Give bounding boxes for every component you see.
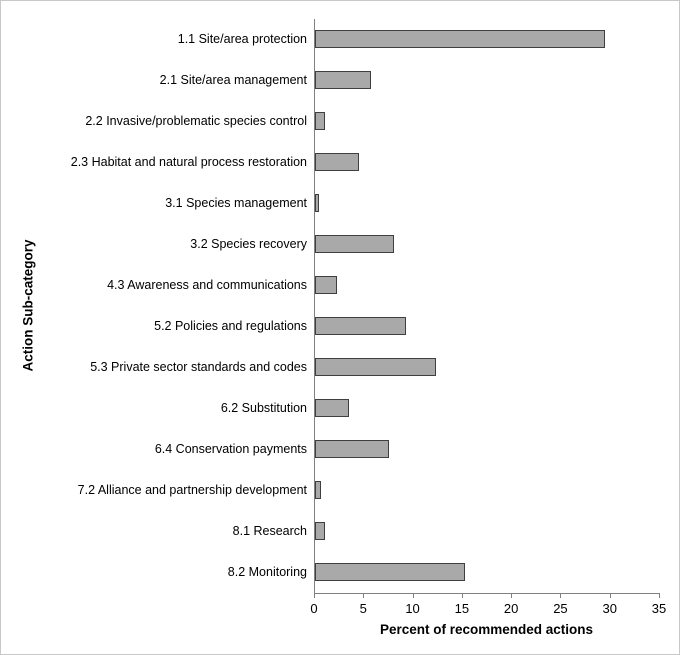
bar-row: 8.2 Monitoring — [1, 552, 679, 593]
bar — [315, 153, 360, 171]
bar-row: 2.1 Site/area management — [1, 60, 679, 101]
bar-row: 1.1 Site/area protection — [1, 19, 679, 60]
bar-row: 4.3 Awareness and communications — [1, 265, 679, 306]
category-label: 6.4 Conservation payments — [154, 441, 307, 456]
x-tick-mark — [560, 594, 562, 598]
bar-row: 5.3 Private sector standards and codes — [1, 347, 679, 388]
x-tick-mark — [314, 594, 315, 598]
x-tick-label: 10 — [405, 601, 420, 616]
bar — [315, 71, 372, 89]
bar-row: 6.4 Conservation payments — [1, 429, 679, 470]
bar-row: 3.2 Species recovery — [1, 224, 679, 265]
category-label: 8.2 Monitoring — [227, 564, 307, 579]
bar — [315, 235, 394, 253]
bar-row: 8.1 Research — [1, 511, 679, 552]
bar-rows-container: 1.1 Site/area protection 2.1 Site/area ma… — [1, 19, 679, 593]
category-label: 1.1 Site/area protection — [177, 31, 307, 46]
bar-row: 5.2 Policies and regulations — [1, 306, 679, 347]
x-tick-label: 35 — [651, 601, 667, 616]
x-tick-mark — [412, 594, 414, 598]
plot-area — [314, 19, 660, 594]
x-tick-label: 25 — [553, 601, 568, 616]
x-tick-mark — [511, 594, 513, 598]
bar — [315, 276, 337, 294]
bar-row: 2.2 Invasive/problematic species control — [1, 101, 679, 142]
category-label: 2.1 Site/area management — [159, 72, 307, 87]
bar — [315, 563, 465, 581]
bar — [315, 522, 325, 540]
bar — [315, 112, 325, 130]
category-label: 2.2 Invasive/problematic species control — [85, 113, 307, 128]
category-label: 3.2 Species recovery — [190, 236, 307, 251]
x-axis-title: Percent of recommended actions — [379, 622, 594, 637]
x-tick-label: 30 — [602, 601, 617, 616]
bar — [315, 30, 605, 48]
category-label: 2.3 Habitat and natural process restorat… — [70, 154, 307, 169]
category-label: 3.1 Species management — [165, 195, 307, 210]
category-label: 7.2 Alliance and partnership development — [77, 482, 307, 497]
category-label: 6.2 Substitution — [220, 400, 307, 415]
category-label: 8.1 Research — [232, 523, 307, 538]
x-tick-label: 0 — [310, 601, 318, 616]
category-label: 4.3 Awareness and communications — [107, 277, 307, 292]
bar — [315, 194, 319, 212]
x-tick-mark — [659, 594, 660, 598]
x-tick-label: 5 — [359, 601, 367, 616]
x-tick-mark — [609, 594, 611, 598]
bar-row: 6.2 Substitution — [1, 388, 679, 429]
bar-row: 3.1 Species management — [1, 183, 679, 224]
bar — [315, 399, 349, 417]
x-tick-mark — [461, 594, 463, 598]
bar — [315, 481, 321, 499]
bar-row: 2.3 Habitat and natural process restorat… — [1, 142, 679, 183]
category-label: 5.3 Private sector standards and codes — [90, 359, 307, 374]
x-tick-mark — [363, 594, 365, 598]
bar — [315, 317, 406, 335]
bar — [315, 440, 389, 458]
bar-row: 7.2 Alliance and partnership development — [1, 470, 679, 511]
bar — [315, 358, 437, 376]
x-tick-label: 15 — [454, 601, 470, 616]
x-tick-label: 20 — [503, 601, 519, 616]
category-label: 5.2 Policies and regulations — [154, 318, 307, 333]
